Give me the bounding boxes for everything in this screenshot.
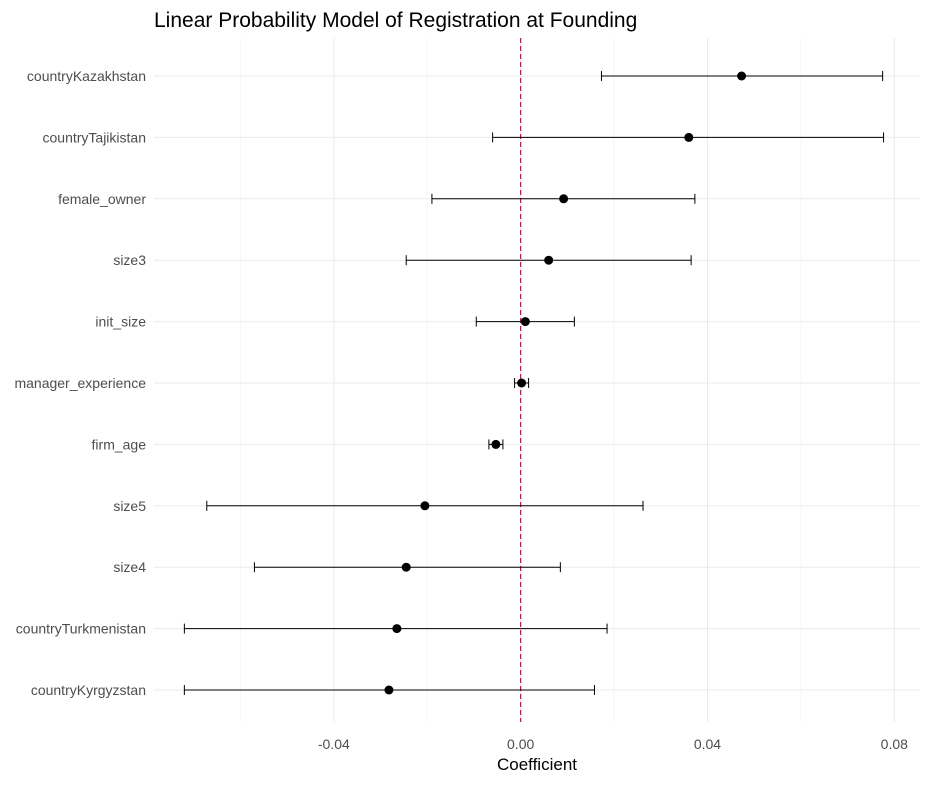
coefficient-female_owner <box>431 193 696 204</box>
x-tick-label: 0.04 <box>694 736 721 752</box>
point-size4 <box>401 562 411 572</box>
x-tick-labels: -0.04 0.00 0.04 0.08 <box>318 736 908 752</box>
point-countryKyrgyzstan <box>384 685 394 695</box>
coefficient-firm_age <box>488 439 504 450</box>
x-tick-label: 0.08 <box>881 736 908 752</box>
x-tick-label: 0.00 <box>507 736 534 752</box>
x-tick-label: -0.04 <box>318 736 350 752</box>
coefficient-countryTajikistan <box>492 132 885 143</box>
point-female_owner <box>559 194 569 204</box>
coefficient-manager_experience <box>514 378 530 388</box>
point-countryKazakhstan <box>737 71 747 81</box>
point-firm_age <box>491 439 501 449</box>
y-tick-label-size3: size3 <box>113 252 146 268</box>
point-size5 <box>420 501 430 511</box>
point-size3 <box>544 255 554 265</box>
y-tick-label-size4: size4 <box>113 559 146 575</box>
coefficient-countryTurkmenistan <box>183 623 608 634</box>
coefficient-init_size <box>475 316 575 327</box>
y-tick-label-firm_age: firm_age <box>92 436 147 452</box>
y-tick-label-countryKazakhstan: countryKazakhstan <box>27 68 146 84</box>
point-countryTajikistan <box>684 132 694 142</box>
y-tick-label-countryKyrgyzstan: countryKyrgyzstan <box>31 682 146 698</box>
y-tick-label-manager_experience: manager_experience <box>14 375 146 391</box>
y-tick-label-female_owner: female_owner <box>58 191 146 207</box>
y-tick-label-countryTajikistan: countryTajikistan <box>43 129 147 145</box>
y-tick-label-size5: size5 <box>113 498 146 514</box>
coefficient-size5 <box>206 500 644 511</box>
coefficient-marks <box>183 71 885 695</box>
point-countryTurkmenistan <box>392 624 402 634</box>
point-init_size <box>520 317 530 327</box>
y-tick-labels: countryKazakhstan countryTajikistan female… <box>14 68 146 698</box>
coefficient-size3 <box>405 255 692 266</box>
coefficient-countryKyrgyzstan <box>183 685 595 695</box>
y-tick-label-countryTurkmenistan: countryTurkmenistan <box>16 621 146 637</box>
y-tick-label-init_size: init_size <box>95 314 146 330</box>
coefficient-countryKazakhstan <box>600 71 884 81</box>
point-manager_experience <box>517 378 527 388</box>
grid-lines <box>154 38 920 722</box>
chart-title: Linear Probability Model of Registration… <box>154 9 637 32</box>
coefficient-size4 <box>253 562 561 573</box>
x-axis-title: Coefficient <box>497 755 577 774</box>
